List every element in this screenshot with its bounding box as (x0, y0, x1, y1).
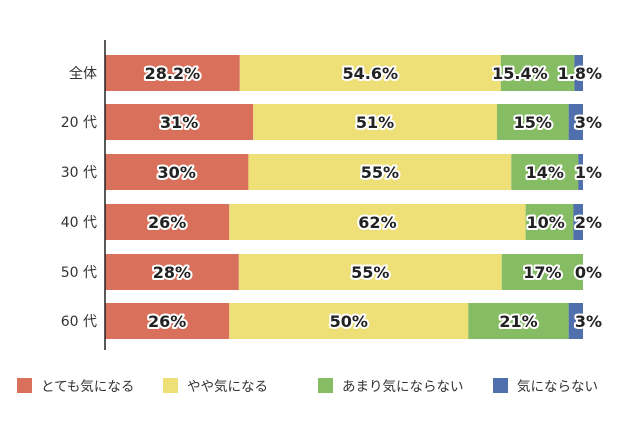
bar-segment (501, 254, 583, 290)
data-label: 1% (575, 163, 602, 182)
bar-segment (229, 303, 469, 339)
data-label: 14% (526, 163, 564, 182)
data-label: 55% (351, 263, 389, 282)
data-label: 1.8% (558, 64, 602, 83)
data-label: 3% (575, 312, 602, 331)
bar-segment (511, 154, 579, 190)
category-label: 60 代 (61, 314, 97, 330)
data-label: 26% (148, 213, 186, 232)
legend-swatch (493, 378, 508, 393)
bar-segment (525, 204, 574, 240)
data-label: 28.2% (145, 64, 201, 83)
legend-label: やや気になる (187, 379, 268, 395)
bar-segment (239, 55, 501, 91)
bar-segment (238, 254, 502, 290)
data-label: 55% (361, 163, 399, 182)
bar-segment (105, 254, 239, 290)
bar-segment (496, 104, 569, 140)
data-label: 50% (330, 312, 368, 331)
data-label: 30% (158, 163, 196, 182)
data-label: 28% (153, 263, 191, 282)
data-label: 10% (527, 213, 565, 232)
legend-swatch (163, 378, 178, 393)
data-label: 26% (148, 312, 186, 331)
category-label: 20 代 (61, 115, 97, 131)
category-label: 50 代 (61, 265, 97, 281)
bar-segment (568, 303, 583, 339)
bar-segment (229, 204, 526, 240)
data-label: 31% (160, 113, 198, 132)
data-label: 15% (514, 113, 552, 132)
bar-segment (573, 204, 583, 240)
bar-segment (105, 154, 249, 190)
data-label: 15.4% (492, 64, 548, 83)
category-label: 30 代 (61, 165, 97, 181)
bar-segment (248, 154, 512, 190)
legend-label: あまり気にならない (342, 379, 464, 395)
data-label: 17% (523, 263, 561, 282)
bar-segment (468, 303, 569, 339)
bar-segment (105, 55, 240, 91)
bar-segment (578, 154, 583, 190)
bar-segment (500, 55, 575, 91)
legend-label: とても気になる (41, 379, 134, 395)
category-label: 40 代 (61, 215, 97, 231)
bar-segment (105, 104, 254, 140)
bar-segment (253, 104, 497, 140)
category-label: 全体 (69, 65, 97, 82)
data-label: 3% (575, 113, 602, 132)
data-label: 54.6% (343, 64, 399, 83)
legend-swatch (17, 378, 32, 393)
data-label: 62% (358, 213, 396, 232)
data-label: 0% (575, 263, 602, 282)
data-label: 21% (499, 312, 537, 331)
data-label: 2% (575, 213, 602, 232)
legend-swatch (318, 378, 333, 393)
data-label: 51% (356, 113, 394, 132)
bar-segment (105, 204, 230, 240)
legend-label: 気にならない (517, 379, 598, 395)
bar-segment (574, 55, 583, 91)
bar-segment (105, 303, 230, 339)
bar-segment (568, 104, 583, 140)
